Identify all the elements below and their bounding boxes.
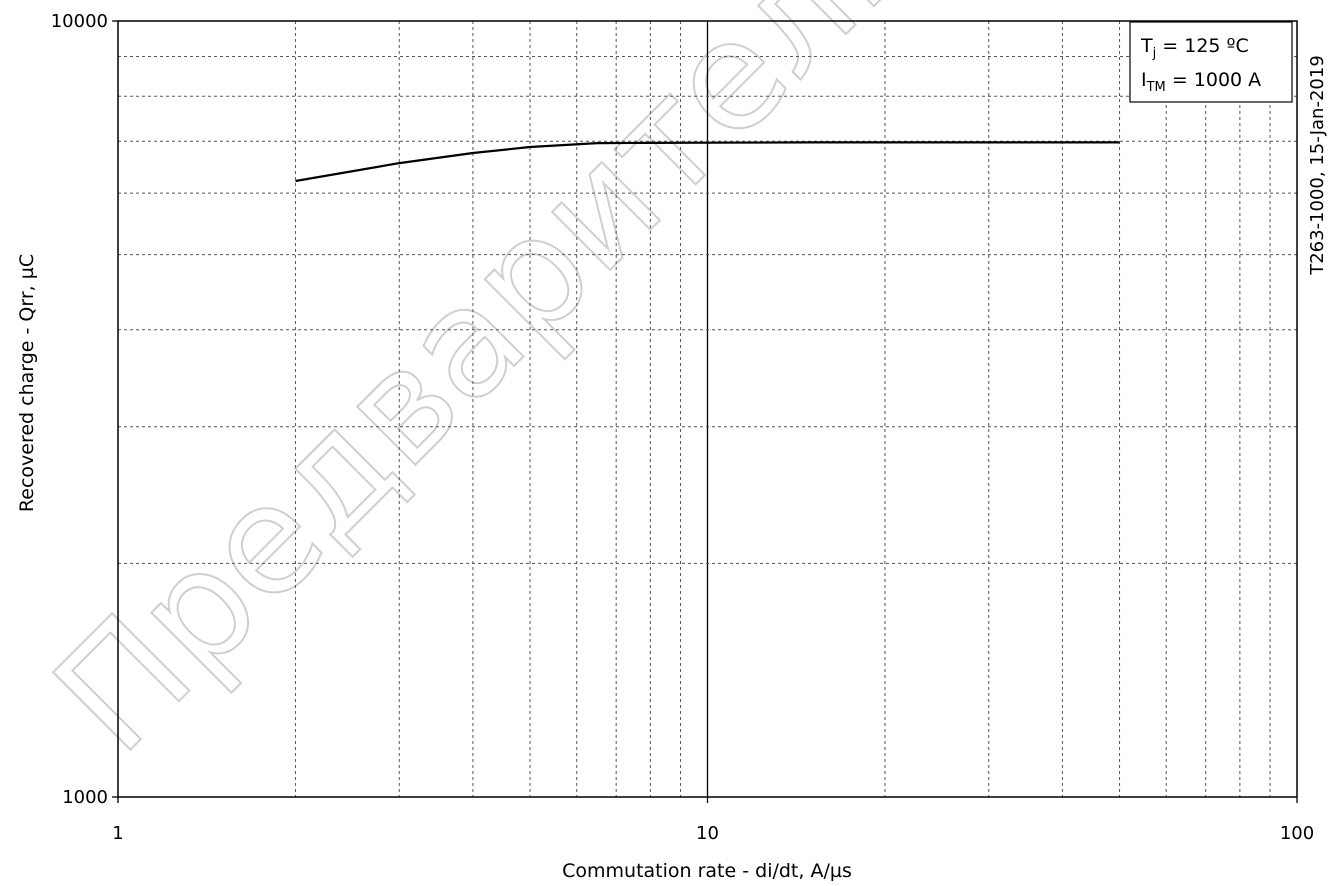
legend-entry-itm: ITM = 1000 A	[1141, 69, 1261, 95]
watermark: Предварительный	[21, 0, 1175, 786]
y-tick-label: 10000	[51, 11, 108, 32]
series-line	[295, 141, 1120, 183]
x-axis-label: Commutation rate - di/dt, A/µs	[562, 860, 852, 882]
x-tick-label: 10	[696, 823, 719, 844]
side-note: T263-1000, 15-Jan-2019	[1307, 55, 1328, 276]
series-layer	[295, 141, 1120, 183]
x-tick-label: 100	[1280, 823, 1314, 844]
tick-labels: 1 10 100 1000 10000	[51, 11, 1314, 844]
watermark-text: Предварительный	[22, 0, 1174, 785]
y-tick-label: 1000	[62, 787, 108, 808]
x-tick-label: 1	[112, 823, 123, 844]
legend-box	[1129, 21, 1293, 103]
y-axis-label: Recovered charge - Qrr, µC	[16, 254, 38, 512]
grid	[118, 21, 1297, 797]
legend: Tj = 125 ºC ITM = 1000 A	[1129, 21, 1293, 103]
legend-entry-tj: Tj = 125 ºC	[1140, 35, 1249, 61]
